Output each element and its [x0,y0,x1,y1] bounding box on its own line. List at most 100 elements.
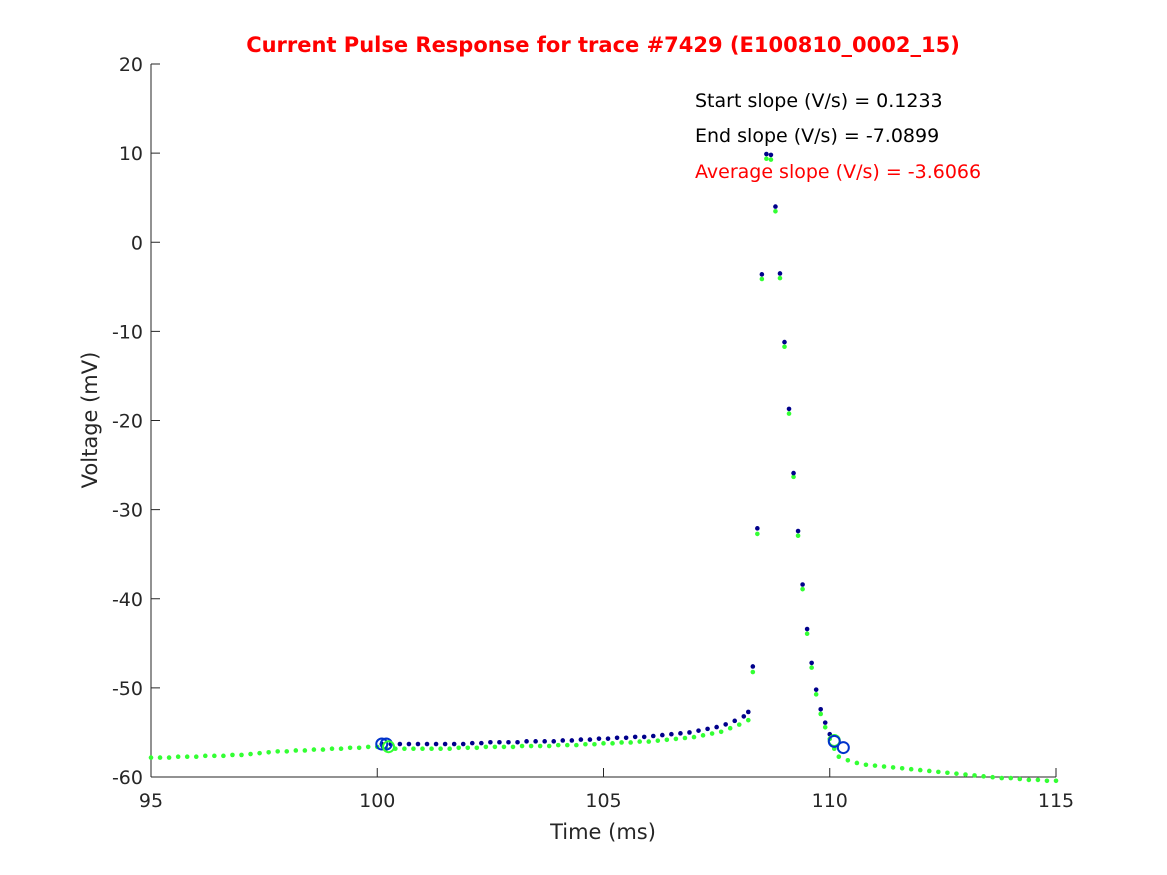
data-point [587,737,593,742]
data-point [768,157,774,162]
data-point [650,733,656,739]
data-point [483,744,489,750]
data-point [465,745,471,751]
data-point [936,769,941,775]
data-point [764,151,769,157]
marker-layer [375,733,850,755]
data-point [329,746,335,751]
data-point [927,768,932,774]
data-point [809,665,814,670]
y-tick-label: 20 [119,54,143,76]
data-point [433,741,439,747]
data-point [746,717,751,723]
data-point [411,746,416,751]
data-point [917,767,923,773]
y-tick-label: 0 [131,232,143,254]
data-point [755,531,760,537]
data-point [157,755,163,760]
data-point [890,765,896,770]
data-point [623,735,629,741]
data-point [736,722,742,727]
y-tick-label: -10 [112,321,143,343]
y-axis-label: Voltage (mV) [78,352,102,489]
data-point [696,728,701,733]
data-point [727,725,733,731]
data-point [492,744,498,750]
data-point [551,739,557,744]
data-point [795,533,801,538]
data-point [574,742,579,748]
data-point [660,732,665,738]
data-point [804,631,810,637]
data-point [673,736,679,742]
data-point [469,740,475,746]
data-point [646,739,652,744]
threshold-marker [375,737,389,751]
threshold-marker [836,741,850,755]
y-ticks: -60 -50 -40 -30 -20 -10 0 10 20 [112,54,160,789]
data-point [474,745,480,751]
data-point [759,272,765,277]
data-point [714,724,719,730]
annotation-average-slope: Average slope (V/s) = -3.6066 [695,161,981,183]
data-point [365,744,371,750]
data-point [755,526,760,531]
data-point [963,772,968,777]
data-point [605,736,611,741]
annotation-start-slope: Start slope (V/s) = 0.1233 [695,90,943,112]
data-point [501,744,507,750]
data-point [954,771,959,776]
data-point [614,735,620,741]
data-point [203,753,208,759]
data-point [845,757,851,763]
data-point [601,741,606,746]
data-point [691,734,697,740]
data-point [682,735,688,741]
data-point [456,745,462,751]
data-point [488,739,493,745]
data-point [881,764,887,769]
data-point [406,741,412,747]
data-point [266,749,271,755]
data-point [248,751,253,757]
data-point [424,741,430,747]
data-point [148,755,154,760]
data-point [813,692,819,697]
data-point [899,766,905,771]
data-point [592,741,597,747]
data-point [447,746,452,751]
y-tick-label: -30 [112,500,143,522]
x-tick-label: 110 [812,790,848,812]
data-point [533,739,538,744]
data-point [750,669,756,675]
data-point [836,754,842,760]
chart-title: Current Pulse Response for trace #7429 (… [246,33,960,57]
data-point [999,775,1004,781]
data-point [212,753,217,759]
annotation-end-slope: End slope (V/s) = -7.0899 [695,125,939,147]
data-point [515,739,520,745]
data-point [510,744,516,750]
data-point [786,406,792,412]
y-tick-label: -50 [112,678,143,700]
data-point [945,770,950,776]
data-point [184,754,190,760]
data-point [818,706,823,712]
data-point [669,731,674,737]
data-point [764,156,769,161]
data-point [596,736,602,741]
y-tick-label: -20 [112,411,143,433]
x-tick-label: 100 [359,790,395,812]
data-point [221,753,226,759]
data-point [528,743,534,749]
data-point [641,734,647,740]
data-point [1035,777,1041,783]
data-point [415,741,421,747]
data-point [1044,778,1050,784]
series-layer [148,151,1059,784]
data-point [750,664,756,669]
data-point [451,741,457,747]
data-point [239,752,244,758]
data-point [777,271,783,276]
data-point [578,737,584,742]
